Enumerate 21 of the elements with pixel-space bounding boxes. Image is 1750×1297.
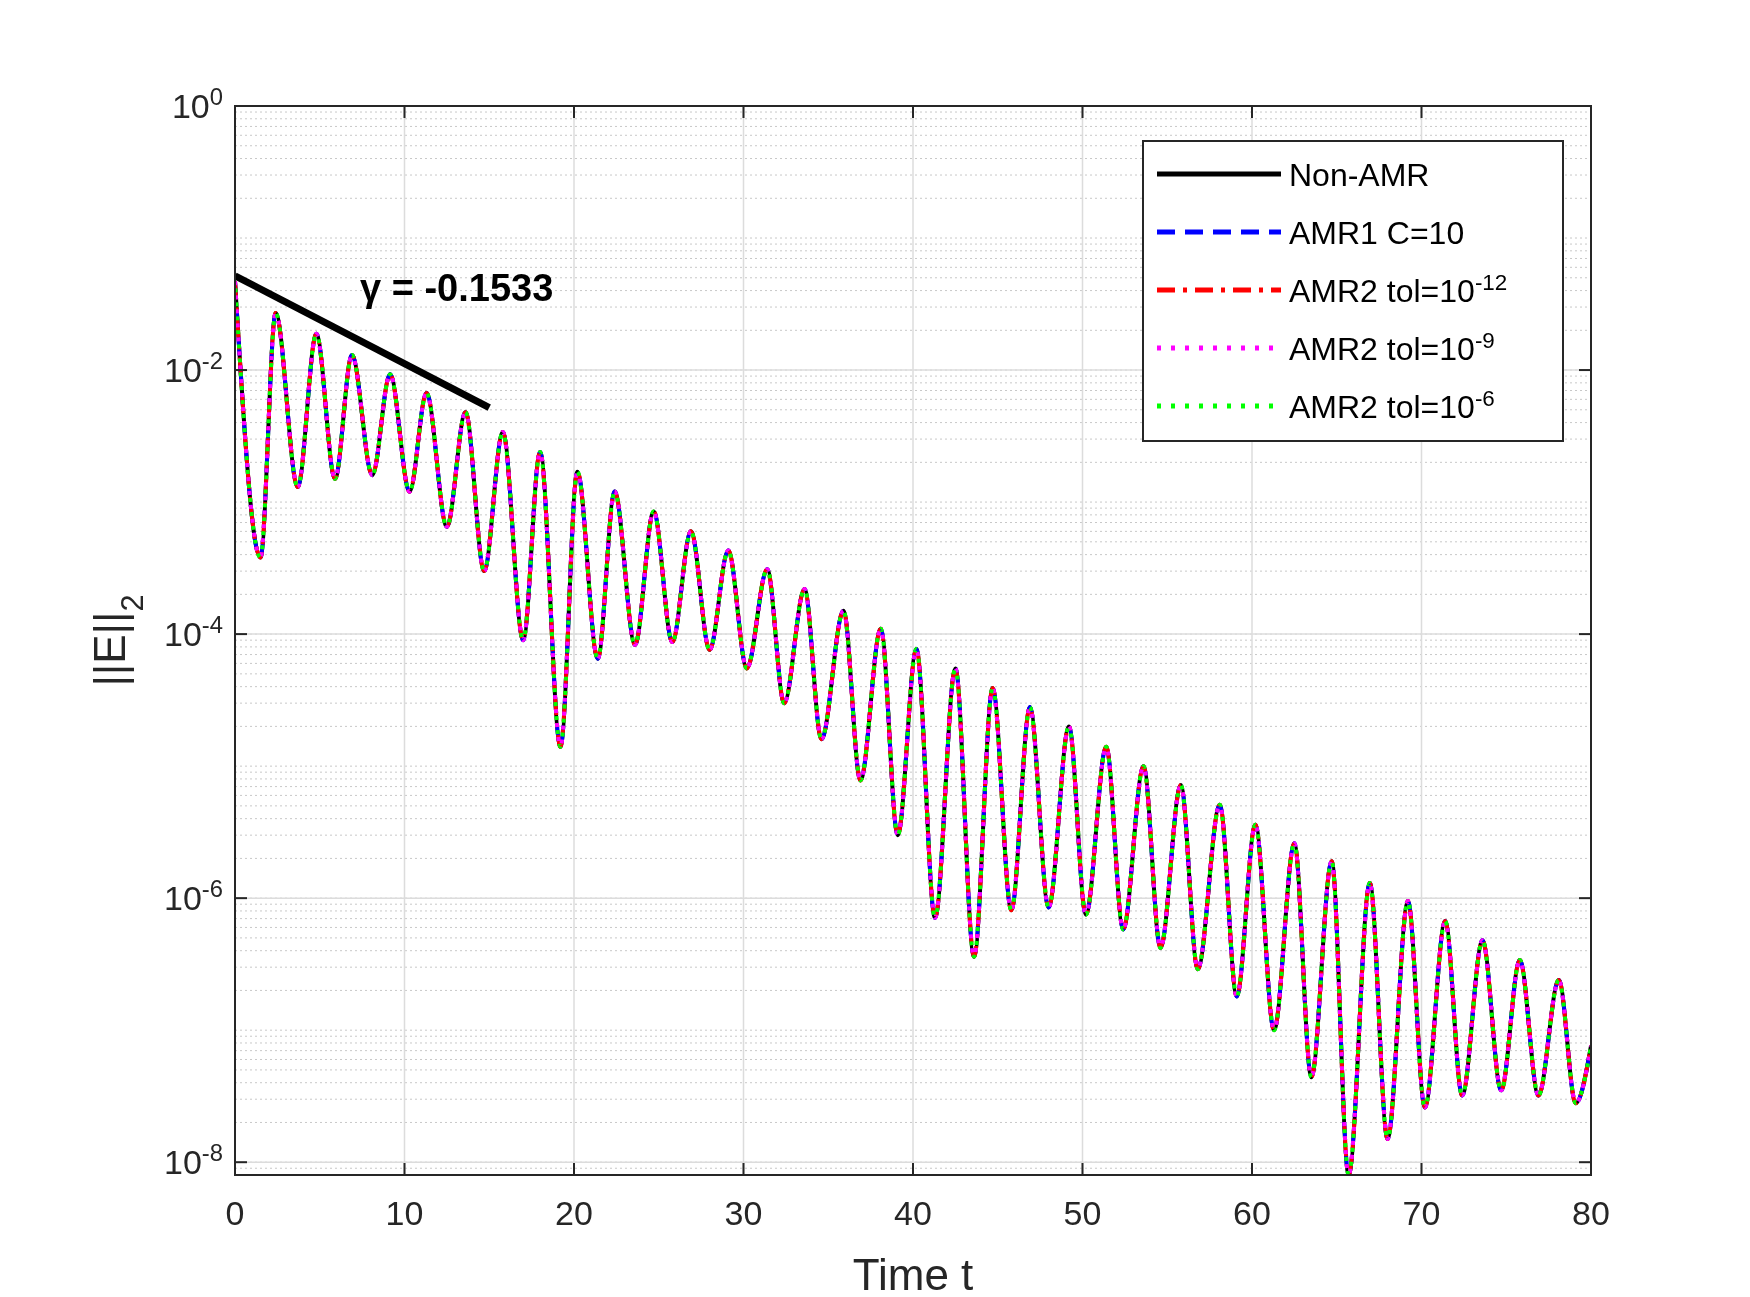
x-tick-label: 70 — [1402, 1194, 1441, 1232]
x-tick-label: 50 — [1063, 1194, 1102, 1232]
legend-label: AMR2 tol=10$^{-9}$ — [1289, 327, 1495, 367]
x-tick-label: 60 — [1233, 1194, 1271, 1232]
y-tick-label: 10$^{0}$ — [171, 82, 223, 125]
x-axis-title: Time t — [852, 1250, 974, 1297]
legend-label: AMR2 tol=10$^{-12}$ — [1289, 269, 1508, 309]
x-tick-label: 30 — [724, 1194, 763, 1232]
x-tick-label: 40 — [894, 1194, 932, 1232]
legend-label: Non-AMR — [1289, 157, 1430, 193]
x-tick-label: 20 — [555, 1194, 593, 1232]
x-tick-label: 10 — [385, 1194, 424, 1232]
y-tick-label: 10$^{-8}$ — [164, 1138, 223, 1182]
annotation: γ = -0.1533 — [360, 267, 554, 309]
y-tick-label: 10$^{-6}$ — [164, 874, 223, 918]
x-tick-label: 0 — [225, 1194, 245, 1232]
y-tick-label: 10$^{-2}$ — [164, 346, 223, 390]
legend-label: AMR1 C=10 — [1289, 215, 1465, 251]
y-tick-label: 10$^{-4}$ — [164, 610, 223, 654]
x-tick-label: 80 — [1572, 1194, 1610, 1232]
legend-label: AMR2 tol=10$^{-6}$ — [1289, 385, 1495, 425]
